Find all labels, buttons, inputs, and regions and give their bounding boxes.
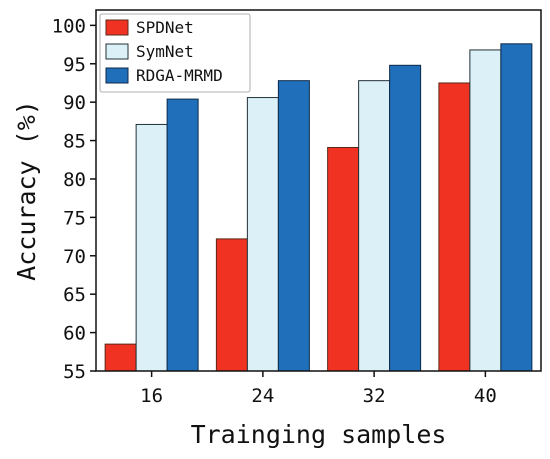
legend-swatch-symnet [105,43,129,60]
y-tick-label: 60 [63,323,86,345]
bar-spdnet-24 [215,238,248,372]
x-tick-label: 24 [251,385,274,407]
x-tick-label: 32 [363,385,386,407]
bar-spdnet-40 [438,82,471,372]
y-tick-label: 75 [63,207,86,229]
y-tick-label: 85 [63,131,86,153]
bar-spdnet-16 [104,343,137,372]
bar-spdnet-32 [327,146,360,372]
x-tick-label: 16 [140,385,163,407]
legend: SPDNet SymNet RDGA-MRMD [99,13,251,93]
legend-swatch-rdga-mrmd [105,67,129,84]
y-tick-label: 95 [63,54,86,76]
bar-symnet-16 [135,123,168,372]
legend-label-spdnet: SPDNet [136,18,194,37]
bar-symnet-32 [358,80,391,372]
legend-swatch-spdnet [105,19,129,36]
y-tick-label: 55 [63,361,86,383]
y-axis-title: Accuracy (%) [12,100,41,281]
legend-label-rdga-mrmd: RDGA-MRMD [136,66,223,85]
y-axis: 55 60 65 70 75 80 85 90 95 100 [52,15,96,383]
y-tick-label: 100 [52,15,86,37]
y-tick-label: 90 [63,92,86,114]
x-tick-label: 40 [474,385,497,407]
bar-rdga-mrmd-16 [166,98,199,372]
y-tick-label: 80 [63,169,86,191]
bar-rdga-mrmd-24 [277,80,310,372]
y-tick-label: 70 [63,246,86,268]
bar-rdga-mrmd-40 [500,43,533,372]
y-tick-label: 65 [63,284,86,306]
bars-group [104,43,533,372]
legend-label-symnet: SymNet [136,42,194,61]
x-axis-title: Trainging samples [191,420,447,449]
bar-symnet-40 [469,49,502,372]
legend-frame [99,13,251,93]
x-axis: 16 24 32 40 [140,371,497,407]
bar-rdga-mrmd-32 [389,64,422,372]
plot-frame [95,9,542,372]
bar-symnet-24 [246,97,279,372]
